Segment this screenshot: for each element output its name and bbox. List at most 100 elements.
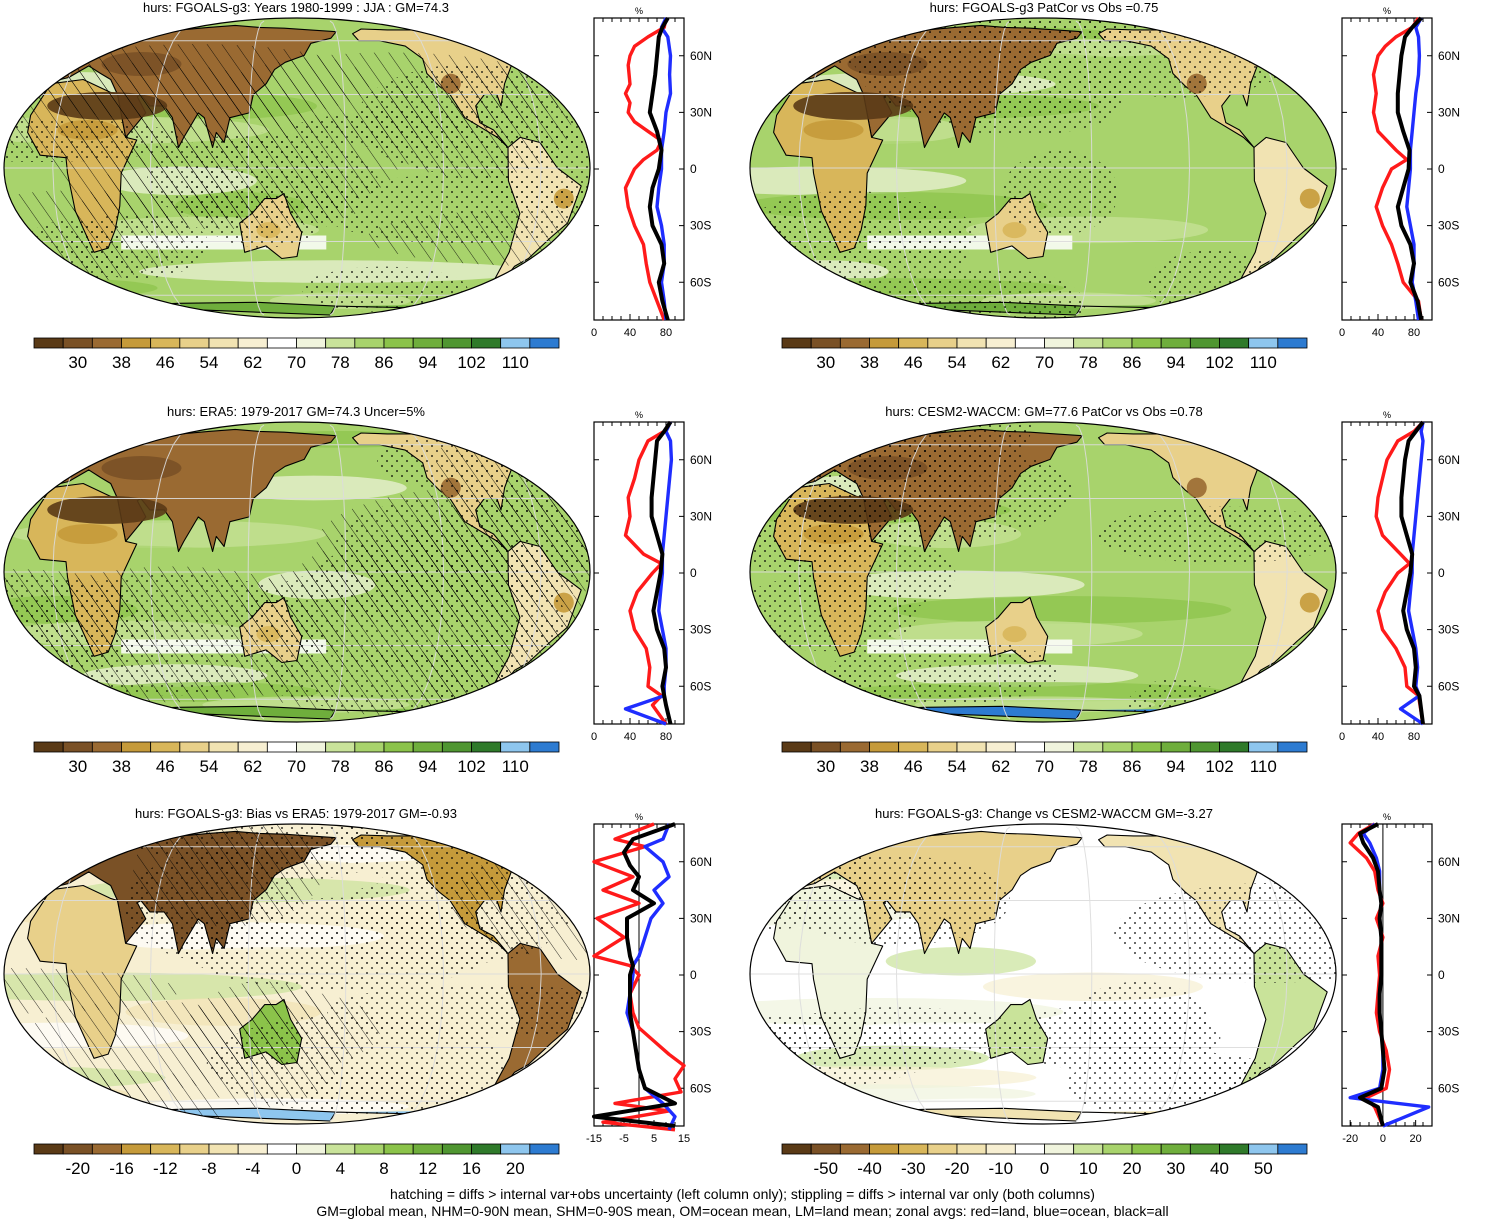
colorbar-label: -4 <box>245 1159 260 1178</box>
colorbar-swatch <box>869 1143 900 1155</box>
colorbar-swatch <box>354 1143 385 1155</box>
colorbar-label: 94 <box>418 353 437 372</box>
zonal-line-all <box>1399 420 1425 725</box>
colorbar-swatch <box>208 1143 239 1155</box>
colorbar-swatch <box>927 741 958 753</box>
colorbar-label: 54 <box>948 353 967 372</box>
map-title: hurs: FGOALS-g3: Years 1980-1999 : JJA :… <box>142 0 450 15</box>
colorbar-swatch <box>237 1143 268 1155</box>
zonal-xtick: 80 <box>1408 731 1420 743</box>
colorbar-swatch <box>529 1143 560 1155</box>
colorbar-label: 62 <box>243 353 262 372</box>
zonal-xtick: 0 <box>1339 327 1345 339</box>
colorbar-swatch <box>91 337 122 349</box>
colorbar-label: 46 <box>904 353 923 372</box>
colorbar-swatch <box>1102 1143 1133 1155</box>
colorbar-swatch <box>150 337 181 349</box>
colorbar-swatch <box>500 1143 531 1155</box>
colorbar-swatch <box>781 1143 812 1155</box>
colorbar-swatch <box>1277 741 1308 753</box>
colorbar-label: 0 <box>1040 1159 1049 1178</box>
colorbar-swatch <box>1189 337 1220 349</box>
colorbar-swatch <box>927 337 958 349</box>
continent-antarctica <box>848 1107 1240 1122</box>
colorbar-label: 86 <box>375 353 394 372</box>
colorbar-swatch <box>208 337 239 349</box>
colorbar-label: 102 <box>457 757 485 776</box>
colorbar: 30 38 46 54 62 70 78 86 94 102 110 <box>781 741 1308 776</box>
colorbar-label: 70 <box>1035 353 1054 372</box>
colorbar-swatch <box>1073 337 1104 349</box>
colorbar-swatch <box>1160 337 1191 349</box>
colorbar-swatch <box>1219 741 1250 753</box>
map-title: hurs: FGOALS-g3: Bias vs ERA5: 1979-2017… <box>135 806 457 821</box>
zonal-unit: % <box>1383 410 1391 420</box>
zonal-line-land <box>1371 17 1423 321</box>
colorbar-swatch <box>985 1143 1016 1155</box>
map-outline <box>3 421 591 723</box>
colorbar-label: 94 <box>1166 757 1185 776</box>
zonal-line-land <box>592 822 686 1132</box>
colorbar-label: 110 <box>1250 757 1277 776</box>
colorbar-swatch <box>412 1143 443 1155</box>
footer-line-1: hatching = diffs > internal var+obs unce… <box>390 1186 1095 1202</box>
panel-svg: -50 -40 -30 -20 -10 0 10 20 30 40 50% 60N 30N 0 30S 60S… <box>749 812 1460 1178</box>
colorbar-label: 20 <box>1123 1159 1142 1178</box>
colorbar-label: -20 <box>945 1159 970 1178</box>
colorbar-swatch <box>1131 741 1162 753</box>
zonal-ytick: 30N <box>690 105 712 119</box>
colorbar-label: -12 <box>153 1159 178 1178</box>
colorbar-swatch <box>33 741 64 753</box>
colorbar-swatch <box>1248 741 1279 753</box>
colorbar-label: 86 <box>1123 757 1142 776</box>
colorbar-label: 62 <box>991 757 1010 776</box>
continent-antarctica <box>102 301 494 316</box>
map-outline <box>3 823 591 1125</box>
colorbar-label: -50 <box>814 1159 839 1178</box>
colorbar-label: 94 <box>1166 353 1185 372</box>
colorbar-label: 46 <box>904 757 923 776</box>
colorbar-swatch <box>1277 337 1308 349</box>
colorbar-label: -16 <box>109 1159 134 1178</box>
zonal-plot: % 60N 30N 0 30S 60S 0 40 80 <box>1339 410 1460 743</box>
map-field <box>750 422 1336 722</box>
colorbar-swatch <box>266 741 297 753</box>
colorbar-swatch <box>412 337 443 349</box>
zonal-unit: % <box>1383 812 1391 822</box>
colorbar-swatch <box>810 337 841 349</box>
colorbar-swatch <box>927 1143 958 1155</box>
colorbar-label: 30 <box>68 353 87 372</box>
colorbar-swatch <box>121 741 152 753</box>
colorbar-swatch <box>296 1143 327 1155</box>
colorbar-swatch <box>33 337 64 349</box>
map-title: hurs: ERA5: 1979-2017 GM=74.3 Uncer=5% <box>167 404 425 419</box>
map-field <box>750 824 1336 1124</box>
colorbar-swatch <box>325 741 356 753</box>
colorbar-swatch <box>1219 1143 1250 1155</box>
colorbar-swatch <box>1248 337 1279 349</box>
zonal-ytick: 60S <box>1438 1081 1459 1095</box>
colorbar-swatch <box>1044 337 1075 349</box>
colorbar-swatch <box>325 337 356 349</box>
zonal-ytick: 0 <box>690 968 697 982</box>
continent-antarctica <box>102 1107 494 1122</box>
colorbar-swatch <box>1073 741 1104 753</box>
zonal-xtick: 0 <box>591 327 597 339</box>
colorbar-swatch <box>150 1143 181 1155</box>
colorbar-swatch <box>810 741 841 753</box>
colorbar-swatch <box>91 1143 122 1155</box>
zonal-xtick: 80 <box>1408 327 1420 339</box>
zonal-plot: % 60N 30N 0 30S 60S 0 40 80 <box>1339 6 1460 339</box>
colorbar-swatch <box>237 337 268 349</box>
colorbar-swatch <box>237 741 268 753</box>
colorbar-label: 78 <box>331 757 350 776</box>
colorbar-label: 30 <box>816 353 835 372</box>
colorbar-label: 30 <box>1166 1159 1185 1178</box>
colorbar-swatch <box>354 741 385 753</box>
colorbar-swatch <box>898 1143 929 1155</box>
colorbar-swatch <box>1044 1143 1075 1155</box>
colorbar-swatch <box>179 337 210 349</box>
zonal-xtick: 80 <box>660 731 672 743</box>
map-outline <box>749 17 1337 319</box>
zonal-line-all <box>1395 16 1424 321</box>
